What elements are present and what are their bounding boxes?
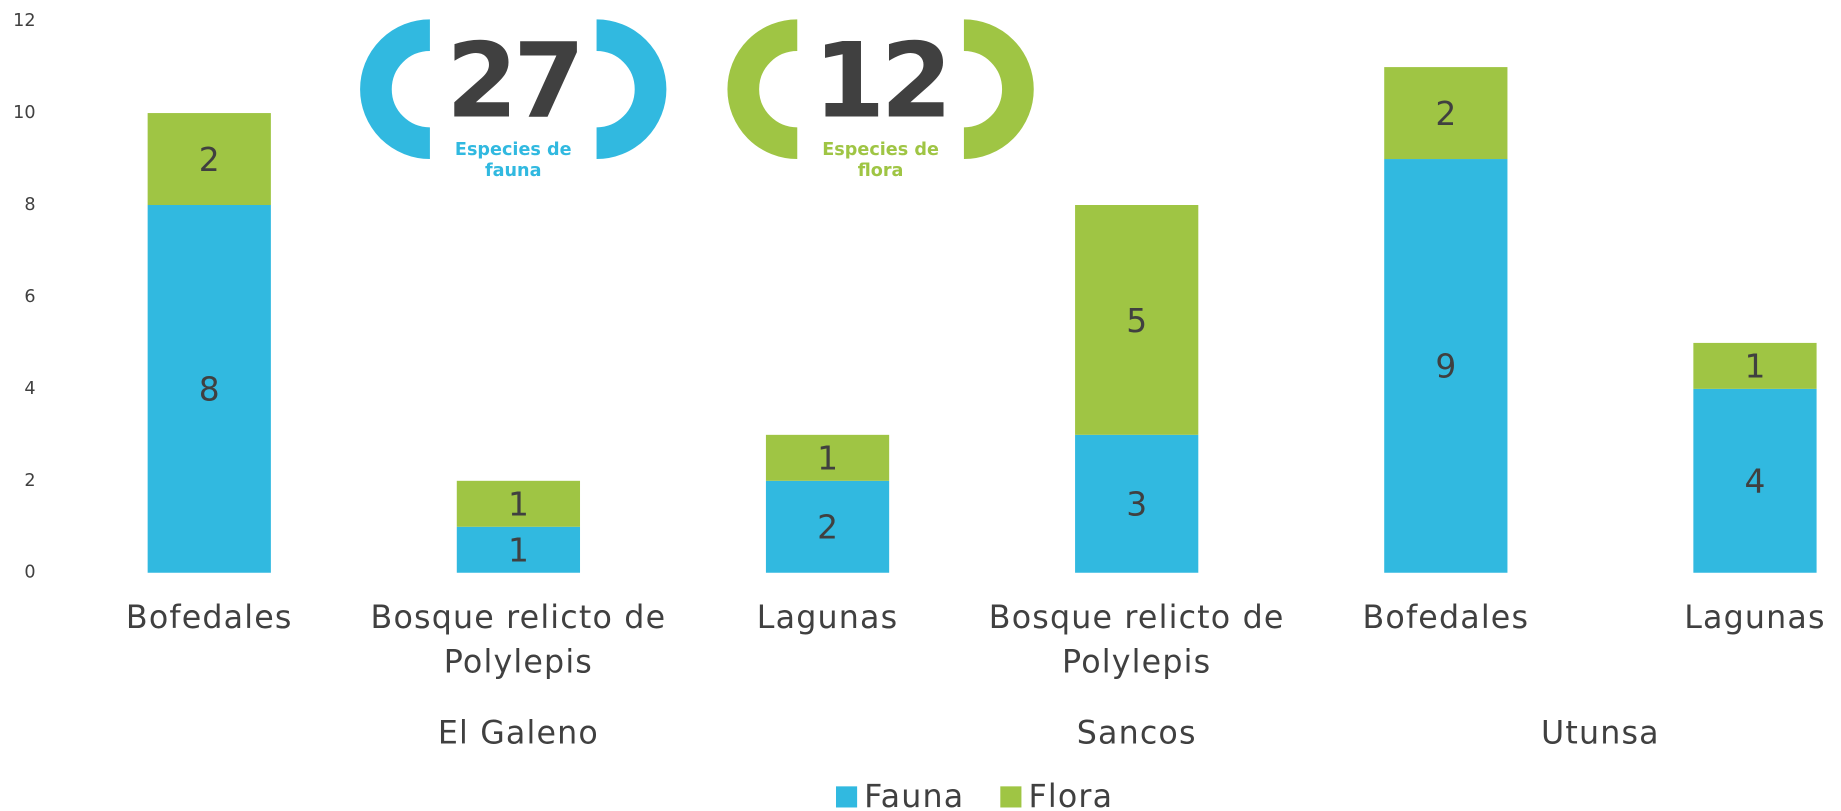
annotation-value: 27 — [446, 21, 580, 141]
bar-segment — [765, 480, 890, 573]
y-tick-label: 6 — [24, 287, 35, 307]
bar-segment — [1693, 388, 1817, 573]
x-tick-label: Bofedales — [126, 600, 292, 636]
data-label: 1 — [508, 531, 529, 570]
bar-segment — [1384, 159, 1508, 573]
data-label: 1 — [508, 485, 529, 524]
y-tick-label: 12 — [13, 11, 35, 31]
bar-segment — [765, 434, 890, 481]
bar-segment — [147, 113, 271, 205]
annotation-label: Especies de flora — [822, 138, 939, 180]
data-label: 2 — [817, 508, 838, 547]
x-tick-label: Bofedales — [1362, 600, 1528, 636]
data-label: 2 — [199, 140, 220, 179]
annotation-value: 12 — [813, 21, 947, 141]
x-tick-label: Bosque relicto de Polylepis — [371, 600, 666, 681]
bar-segment — [1693, 342, 1817, 389]
legend-swatch — [835, 786, 858, 808]
data-label: 2 — [1435, 94, 1456, 133]
group-label: Sancos — [1077, 716, 1197, 752]
annotation-label: Especies de fauna — [455, 138, 572, 180]
group-label: El Galeno — [438, 716, 599, 752]
data-label: 8 — [199, 370, 220, 409]
legend-swatch — [1000, 786, 1022, 808]
bar-segment — [456, 526, 581, 573]
data-label: 9 — [1435, 347, 1456, 386]
y-tick-label: 2 — [24, 471, 35, 491]
data-label: 1 — [1745, 347, 1766, 386]
y-tick-label: 0 — [24, 563, 35, 583]
x-tick-label: Bosque relicto de Polylepis — [989, 600, 1284, 681]
bar-segment — [456, 480, 581, 527]
bracket — [595, 19, 667, 160]
bar-segment — [147, 204, 271, 573]
bar-segment — [1384, 67, 1508, 160]
x-tick-label: Lagunas — [757, 600, 897, 636]
bracket — [360, 19, 431, 160]
data-label: 4 — [1745, 462, 1766, 501]
y-tick-label: 4 — [24, 379, 35, 399]
y-tick-label: 8 — [24, 195, 35, 215]
data-label: 5 — [1126, 301, 1147, 340]
legend-label: Fauna — [864, 779, 964, 811]
bar-segment — [1075, 204, 1199, 435]
group-label: Utunsa — [1541, 716, 1660, 752]
x-tick-label: Lagunas — [1684, 600, 1824, 636]
bar-segment — [1075, 434, 1199, 573]
data-label: 1 — [817, 439, 838, 478]
data-label: 3 — [1126, 485, 1147, 524]
y-tick-label: 10 — [13, 103, 35, 123]
bracket — [727, 19, 799, 160]
bracket — [963, 19, 1034, 160]
legend-label: Flora — [1028, 779, 1113, 811]
